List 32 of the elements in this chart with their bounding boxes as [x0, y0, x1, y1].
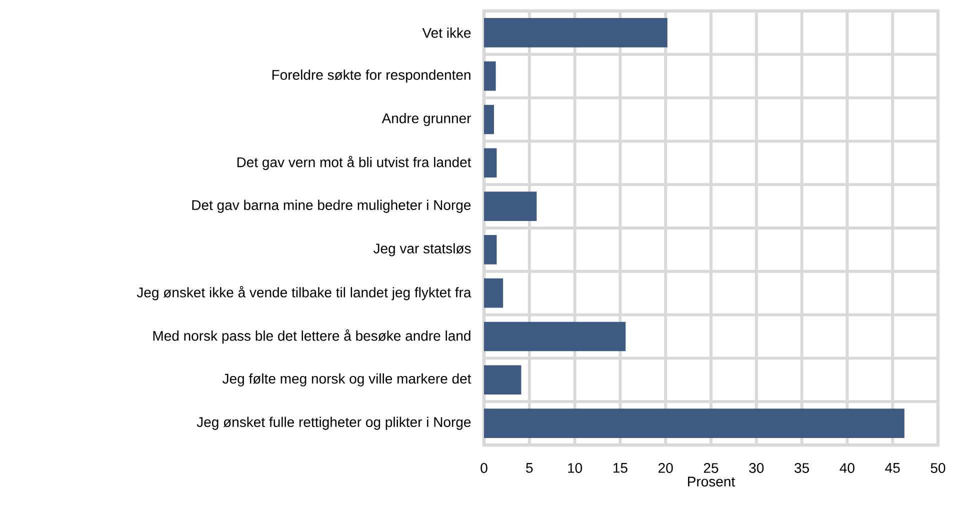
bar — [484, 365, 522, 395]
x-tick-label: 50 — [930, 463, 946, 473]
y-tick-label: Jeg ønsket ikke å vende tilbake til landet jeg flyktet fra — [136, 286, 472, 300]
y-tick-label: Andre grunner — [382, 112, 472, 126]
y-tick-label: Jeg var statsløs — [373, 243, 471, 256]
x-tick-label: 45 — [885, 463, 900, 473]
x-tick-label: 15 — [613, 463, 628, 473]
y-tick-label: Med norsk pass ble det lettere å besøke andre land — [153, 329, 470, 344]
x-tick-label: 20 — [658, 463, 673, 473]
bar — [484, 278, 504, 308]
y-tick-label: Jeg følte meg norsk og ville markere det — [222, 373, 472, 386]
y-tick-label: Det gav vern mot å bli utvist fra landet — [237, 156, 472, 170]
x-tick-label: 0 — [480, 463, 488, 473]
y-tick-label: Det gav barna mine bedre muligheter i Norge — [192, 200, 471, 213]
bar — [484, 192, 537, 221]
x-tick-label: 5 — [526, 463, 533, 473]
y-tick-label: Vet ikke — [422, 28, 471, 38]
x-tick-label: 40 — [840, 463, 854, 473]
bar — [484, 408, 904, 438]
bar — [484, 235, 497, 264]
y-tick-label: Foreldre søkte for respondenten — [272, 70, 470, 83]
x-axis-title: Prosent — [688, 476, 736, 487]
bar — [484, 18, 668, 48]
bar — [484, 61, 496, 91]
x-tick-label: 35 — [794, 463, 809, 473]
y-tick-label: Jeg ønsket fulle rettigheter og plikter i Norge — [196, 416, 471, 430]
bar — [484, 148, 497, 178]
bar — [484, 322, 626, 352]
x-tick-label: 10 — [568, 463, 582, 473]
x-tick-label: 25 — [704, 463, 718, 473]
x-tick-label: 30 — [749, 463, 764, 473]
bar — [484, 104, 494, 134]
